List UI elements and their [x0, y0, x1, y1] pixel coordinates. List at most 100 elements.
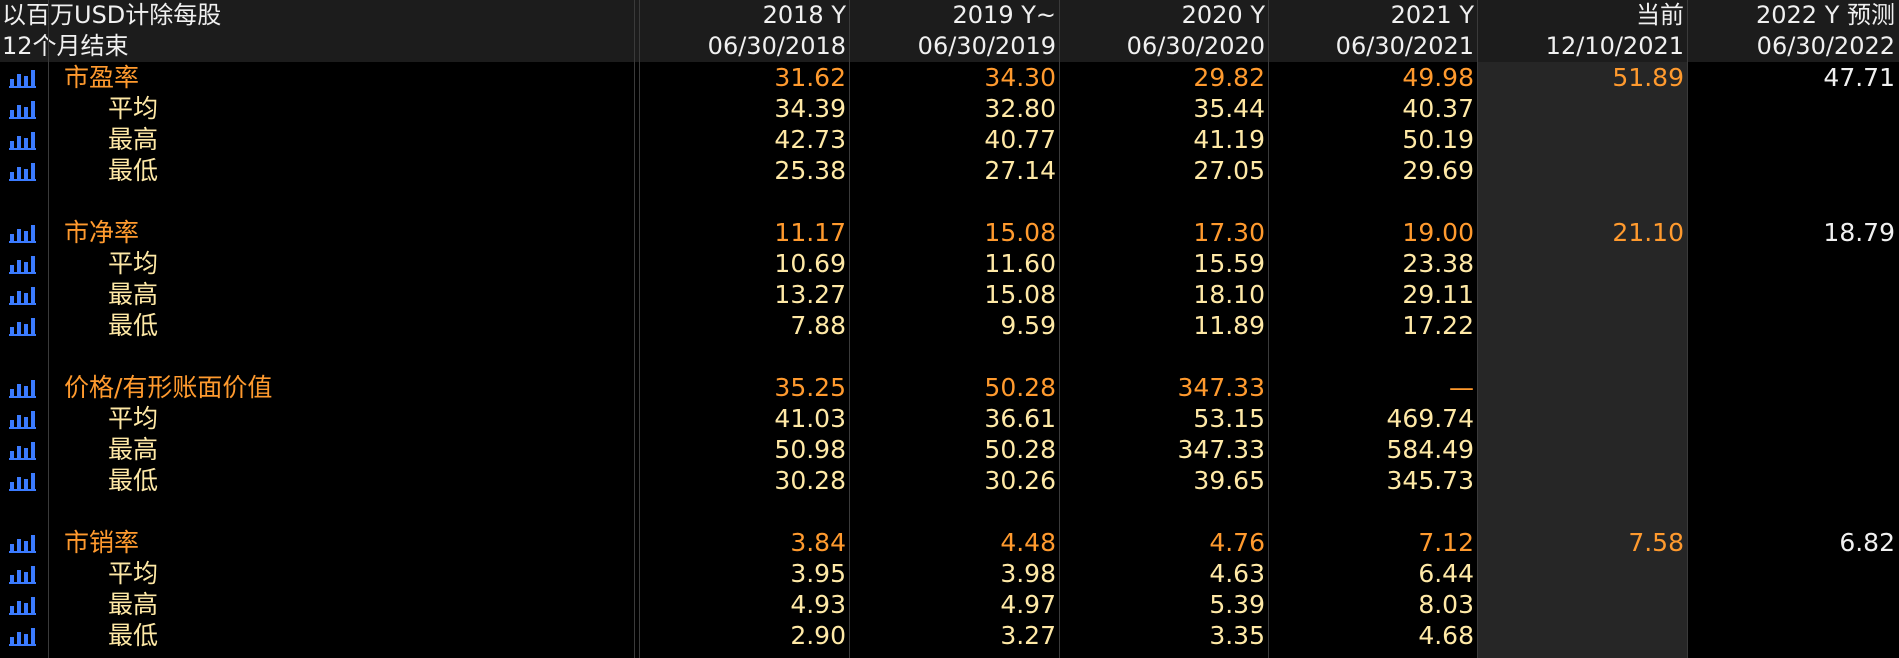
value-cell[interactable]: 4.48 [1000, 528, 1056, 557]
bar-chart-icon[interactable] [8, 282, 36, 306]
value-cell[interactable] [1478, 372, 1688, 403]
value-cell[interactable]: 34.30 [984, 63, 1056, 92]
value-cell[interactable]: 41.03 [774, 404, 846, 433]
bar-chart-icon[interactable] [8, 530, 36, 554]
metric-row[interactable]: 价格/有形账面价值 35.25 50.28 347.33 — [0, 372, 1899, 403]
label-column-divider[interactable] [634, 0, 635, 658]
bar-chart-icon[interactable] [8, 468, 36, 492]
value-cell[interactable]: 7.88 [790, 311, 846, 340]
metric-row[interactable]: 市净率 11.17 15.08 17.30 19.00 21.10 18.79 [0, 217, 1899, 248]
value-cell[interactable]: 15.59 [1193, 249, 1265, 278]
bar-chart-icon[interactable] [8, 623, 36, 647]
value-cell[interactable]: 29.11 [1402, 280, 1474, 309]
value-cell[interactable]: 3.98 [1000, 559, 1056, 588]
value-cell[interactable]: 4.63 [1209, 559, 1265, 588]
value-cell[interactable]: 4.76 [1209, 528, 1265, 557]
value-cell[interactable]: 42.73 [774, 125, 846, 154]
value-cell[interactable]: 51.89 [1612, 63, 1684, 92]
value-cell[interactable]: 10.69 [774, 249, 846, 278]
col-header-2022-forecast[interactable]: 2022 Y 预测 [1756, 1, 1895, 29]
value-cell[interactable]: 5.39 [1209, 590, 1265, 619]
value-cell[interactable]: 25.38 [774, 156, 846, 185]
value-cell[interactable]: 50.98 [774, 435, 846, 464]
value-cell[interactable]: 9.59 [1000, 311, 1056, 340]
value-cell[interactable]: 39.65 [1193, 466, 1265, 495]
metric-stat-row[interactable]: 平均 10.69 11.60 15.59 23.38 [0, 248, 1899, 279]
value-cell[interactable]: 4.93 [790, 590, 846, 619]
value-cell[interactable]: 30.28 [774, 466, 846, 495]
value-cell[interactable]: 34.39 [774, 94, 846, 123]
bar-chart-icon[interactable] [8, 561, 36, 585]
col-header-2021[interactable]: 2021 Y [1390, 1, 1474, 29]
value-cell[interactable]: 8.03 [1418, 590, 1474, 619]
value-cell[interactable]: 11.60 [984, 249, 1056, 278]
metric-stat-row[interactable]: 最低 2.90 3.27 3.35 4.68 [0, 620, 1899, 651]
value-cell[interactable]: 32.80 [984, 94, 1056, 123]
value-cell[interactable]: 11.89 [1193, 311, 1265, 340]
value-cell[interactable]: 7.58 [1628, 528, 1684, 557]
value-cell[interactable]: 15.08 [984, 280, 1056, 309]
value-cell[interactable]: — [1449, 373, 1474, 402]
metric-stat-row[interactable]: 最高 42.73 40.77 41.19 50.19 [0, 124, 1899, 155]
col-header-2019[interactable]: 2019 Y~ [952, 1, 1056, 29]
bar-chart-icon[interactable] [8, 375, 36, 399]
value-cell[interactable]: 17.22 [1402, 311, 1474, 340]
value-cell[interactable]: 29.82 [1193, 63, 1265, 92]
metric-stat-row[interactable]: 最高 4.93 4.97 5.39 8.03 [0, 589, 1899, 620]
metric-stat-row[interactable]: 最低 25.38 27.14 27.05 29.69 [0, 155, 1899, 186]
value-cell[interactable]: 3.35 [1209, 621, 1265, 650]
metric-stat-row[interactable]: 平均 41.03 36.61 53.15 469.74 [0, 403, 1899, 434]
bar-chart-icon[interactable] [8, 127, 36, 151]
value-cell[interactable]: 49.98 [1402, 63, 1474, 92]
col-header-2018[interactable]: 2018 Y [762, 1, 846, 29]
bar-chart-icon[interactable] [8, 158, 36, 182]
value-cell[interactable]: 18.79 [1823, 218, 1895, 247]
col-header-2020[interactable]: 2020 Y [1181, 1, 1265, 29]
col-header-current[interactable]: 当前 [1636, 1, 1684, 29]
value-cell[interactable]: 50.28 [984, 435, 1056, 464]
value-cell[interactable]: 584.49 [1386, 435, 1474, 464]
metric-stat-row[interactable]: 最低 30.28 30.26 39.65 345.73 [0, 465, 1899, 496]
value-cell[interactable]: 27.14 [984, 156, 1056, 185]
value-cell[interactable]: 21.10 [1612, 218, 1684, 247]
bar-chart-icon[interactable] [8, 96, 36, 120]
value-cell[interactable]: 40.37 [1402, 94, 1474, 123]
metric-stat-row[interactable]: 平均 34.39 32.80 35.44 40.37 [0, 93, 1899, 124]
metric-stat-row[interactable]: 最高 50.98 50.28 347.33 584.49 [0, 434, 1899, 465]
value-cell[interactable]: 345.73 [1386, 466, 1474, 495]
bar-chart-icon[interactable] [8, 592, 36, 616]
value-cell[interactable]: 23.38 [1402, 249, 1474, 278]
value-cell[interactable]: 3.95 [790, 559, 846, 588]
value-cell[interactable] [1688, 372, 1899, 403]
metric-stat-row[interactable]: 平均 3.95 3.98 4.63 6.44 [0, 558, 1899, 589]
value-cell[interactable]: 19.00 [1402, 218, 1474, 247]
value-cell[interactable]: 47.71 [1823, 63, 1895, 92]
value-cell[interactable]: 7.12 [1418, 528, 1474, 557]
value-cell[interactable]: 6.44 [1418, 559, 1474, 588]
bar-chart-icon[interactable] [8, 437, 36, 461]
value-cell[interactable]: 347.33 [1177, 373, 1265, 402]
value-cell[interactable]: 41.19 [1193, 125, 1265, 154]
value-cell[interactable]: 35.44 [1193, 94, 1265, 123]
value-cell[interactable]: 31.62 [774, 63, 846, 92]
value-cell[interactable]: 17.30 [1193, 218, 1265, 247]
value-cell[interactable]: 50.28 [984, 373, 1056, 402]
value-cell[interactable]: 11.17 [774, 218, 846, 247]
bar-chart-icon[interactable] [8, 65, 36, 89]
value-cell[interactable]: 4.68 [1418, 621, 1474, 650]
value-cell[interactable]: 30.26 [984, 466, 1056, 495]
value-cell[interactable]: 13.27 [774, 280, 846, 309]
value-cell[interactable]: 50.19 [1402, 125, 1474, 154]
value-cell[interactable]: 469.74 [1386, 404, 1474, 433]
value-cell[interactable]: 18.10 [1193, 280, 1265, 309]
value-cell[interactable]: 29.69 [1402, 156, 1474, 185]
value-cell[interactable]: 35.25 [774, 373, 846, 402]
value-cell[interactable]: 40.77 [984, 125, 1056, 154]
metric-stat-row[interactable]: 最低 7.88 9.59 11.89 17.22 [0, 310, 1899, 341]
bar-chart-icon[interactable] [8, 220, 36, 244]
bar-chart-icon[interactable] [8, 406, 36, 430]
metric-row[interactable]: 市销率 3.84 4.48 4.76 7.12 7.58 6.82 [0, 527, 1899, 558]
value-cell[interactable]: 2.90 [790, 621, 846, 650]
metric-stat-row[interactable]: 最高 13.27 15.08 18.10 29.11 [0, 279, 1899, 310]
value-cell[interactable]: 4.97 [1000, 590, 1056, 619]
